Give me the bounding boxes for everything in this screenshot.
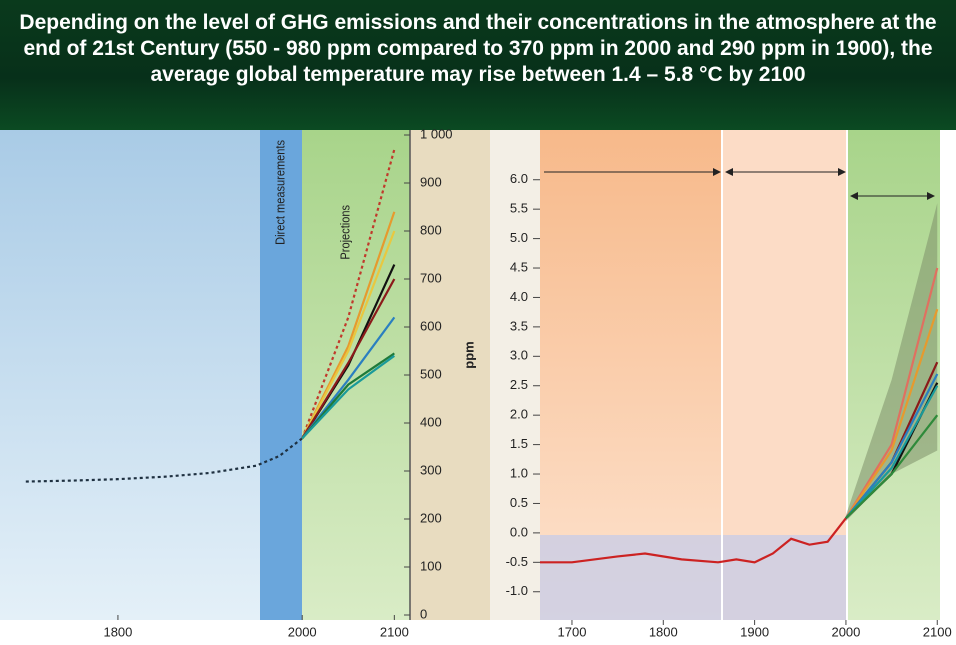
y-tick-label: 800 bbox=[420, 222, 442, 237]
series-line bbox=[301, 230, 396, 439]
x-tick-label: 1800 bbox=[649, 624, 678, 639]
y-tick-label: 0 bbox=[420, 606, 427, 621]
series-line bbox=[301, 149, 396, 439]
series-line bbox=[845, 414, 939, 519]
uncertainty-band bbox=[845, 203, 938, 522]
x-tick-label: 2100 bbox=[380, 624, 409, 639]
y-tick-label: 0.5 bbox=[510, 495, 528, 510]
series-line bbox=[845, 385, 939, 519]
y-tick-label: 3.5 bbox=[510, 318, 528, 333]
left-background bbox=[0, 130, 490, 620]
y-tick-label: -0.5 bbox=[506, 554, 528, 569]
y-tick-label: 5.0 bbox=[510, 230, 528, 245]
y-tick-label: 6.0 bbox=[510, 171, 528, 186]
slide-title: Depending on the level of GHG emissions … bbox=[0, 0, 956, 130]
x-tick-label: 2000 bbox=[831, 624, 860, 639]
right-background bbox=[490, 130, 940, 620]
series-line bbox=[301, 354, 395, 440]
x-axis-strip bbox=[0, 620, 956, 645]
y-tick-label: 1.0 bbox=[510, 465, 528, 480]
y-tick-label: 2.5 bbox=[510, 377, 528, 392]
x-tick-label: 2100 bbox=[923, 624, 952, 639]
y-tick-label: -1.0 bbox=[506, 583, 528, 598]
annotation: Direct measurements bbox=[273, 140, 288, 245]
y-tick-label: 400 bbox=[420, 414, 442, 429]
y-tick-label: 1 000 bbox=[420, 126, 453, 141]
y-tick-label: 300 bbox=[420, 462, 442, 477]
y-tick-label: 600 bbox=[420, 318, 442, 333]
y-tick-label: 700 bbox=[420, 270, 442, 285]
y-tick-label: 200 bbox=[420, 510, 442, 525]
x-tick-label: 1900 bbox=[740, 624, 769, 639]
y-axis-label: ppm bbox=[461, 341, 476, 368]
y-tick-label: 500 bbox=[420, 366, 442, 381]
x-tick-label: 1700 bbox=[558, 624, 587, 639]
series-line bbox=[540, 517, 847, 564]
y-tick-label: 4.5 bbox=[510, 259, 528, 274]
y-tick-label: 4.0 bbox=[510, 289, 528, 304]
y-tick-label: 5.5 bbox=[510, 201, 528, 216]
y-tick-label: 1.5 bbox=[510, 436, 528, 451]
x-tick-label: 1800 bbox=[103, 624, 132, 639]
y-tick-label: 0.0 bbox=[510, 524, 528, 539]
annotation: Projections bbox=[338, 205, 353, 260]
series-line bbox=[845, 308, 939, 519]
x-tick-label: 2000 bbox=[288, 624, 317, 639]
y-tick-label: 100 bbox=[420, 558, 442, 573]
series-line bbox=[845, 373, 939, 519]
y-tick-label: 3.0 bbox=[510, 348, 528, 363]
y-tick-label: 900 bbox=[420, 174, 442, 189]
series-line bbox=[301, 278, 396, 439]
y-tick-label: 2.0 bbox=[510, 407, 528, 422]
